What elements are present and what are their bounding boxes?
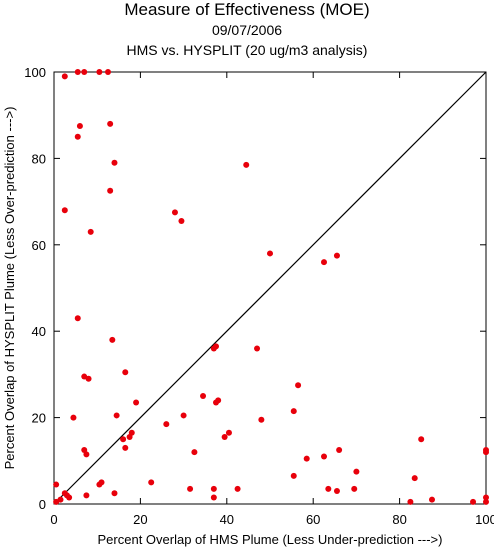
data-point bbox=[200, 393, 207, 399]
data-point bbox=[243, 161, 250, 168]
data-point bbox=[111, 159, 118, 166]
data-point bbox=[70, 414, 77, 421]
data-point bbox=[411, 475, 418, 482]
data-point bbox=[107, 187, 114, 194]
x-tick-label: 80 bbox=[392, 512, 406, 527]
data-point bbox=[83, 451, 90, 458]
x-tick-label: 60 bbox=[306, 512, 320, 527]
data-point bbox=[61, 207, 68, 214]
data-point bbox=[336, 447, 343, 453]
y-axis-label: Percent Overlap of HYSPLIT Plume (Less O… bbox=[2, 107, 17, 470]
data-point bbox=[210, 485, 217, 492]
data-point bbox=[333, 488, 340, 495]
data-point bbox=[81, 69, 88, 75]
data-point bbox=[470, 498, 477, 505]
data-point bbox=[210, 345, 217, 352]
y-tick-label: 80 bbox=[32, 151, 46, 166]
data-point bbox=[107, 120, 114, 127]
data-point bbox=[187, 485, 194, 492]
data-point bbox=[105, 69, 111, 75]
data-point bbox=[483, 449, 489, 456]
data-point bbox=[234, 485, 241, 492]
data-point bbox=[61, 73, 68, 80]
data-point bbox=[418, 436, 425, 443]
data-point bbox=[87, 228, 94, 235]
data-point bbox=[122, 369, 129, 376]
data-point bbox=[254, 345, 261, 352]
y-tick-label: 60 bbox=[32, 238, 46, 253]
data-points bbox=[53, 69, 489, 505]
data-point bbox=[407, 498, 414, 505]
data-point bbox=[483, 494, 489, 501]
data-point bbox=[258, 416, 265, 423]
data-point bbox=[76, 123, 83, 129]
data-point bbox=[333, 252, 340, 259]
data-point bbox=[96, 481, 103, 488]
data-point bbox=[303, 455, 310, 462]
x-axis: 0 20 40 60 80 100 bbox=[50, 72, 494, 527]
data-point bbox=[351, 485, 358, 492]
y-axis: 0 20 40 60 80 100 bbox=[24, 65, 486, 512]
data-point bbox=[325, 485, 332, 492]
data-point bbox=[53, 481, 60, 488]
data-point bbox=[74, 133, 81, 140]
y-tick-label: 0 bbox=[39, 497, 46, 512]
data-point bbox=[171, 209, 178, 216]
data-point bbox=[111, 490, 118, 497]
data-point bbox=[321, 259, 327, 266]
data-point bbox=[133, 399, 140, 406]
y-tick-label: 40 bbox=[32, 324, 46, 339]
chart-date: 09/07/2006 bbox=[211, 22, 283, 38]
x-tick-label: 40 bbox=[220, 512, 234, 527]
data-point bbox=[180, 412, 187, 419]
x-axis-label: Percent Overlap of HMS Plume (Less Under… bbox=[98, 532, 443, 547]
data-point bbox=[267, 250, 273, 257]
data-point bbox=[96, 69, 103, 75]
data-point bbox=[53, 498, 60, 505]
data-point bbox=[122, 444, 129, 451]
data-point bbox=[178, 218, 185, 225]
data-point bbox=[321, 453, 327, 460]
data-point bbox=[74, 69, 81, 75]
data-point bbox=[163, 421, 170, 428]
data-point bbox=[109, 336, 116, 343]
y-tick-label: 100 bbox=[24, 65, 46, 80]
data-point bbox=[221, 434, 228, 441]
x-tick-label: 100 bbox=[475, 512, 494, 527]
data-point bbox=[83, 492, 90, 499]
data-point bbox=[191, 449, 198, 456]
data-point bbox=[113, 412, 120, 419]
data-point bbox=[63, 492, 70, 499]
chart-title: Measure of Effectiveness (MOE) bbox=[124, 0, 370, 19]
data-point bbox=[126, 434, 133, 441]
data-point bbox=[120, 436, 127, 443]
data-point bbox=[483, 498, 489, 505]
diagonal-reference-line bbox=[53, 71, 487, 505]
data-point bbox=[225, 429, 232, 436]
data-point bbox=[210, 494, 217, 501]
data-point bbox=[213, 399, 219, 406]
data-point bbox=[85, 375, 92, 382]
chart-subtitle: HMS vs. HYSPLIT (20 ug/m3 analysis) bbox=[126, 42, 368, 58]
data-point bbox=[290, 472, 297, 479]
data-point bbox=[290, 408, 297, 415]
x-tick-label: 0 bbox=[50, 512, 57, 527]
data-point bbox=[429, 496, 435, 503]
data-point bbox=[353, 468, 360, 475]
x-tick-label: 20 bbox=[133, 512, 147, 527]
plot-area bbox=[53, 71, 487, 505]
data-point bbox=[74, 315, 81, 322]
data-point bbox=[148, 479, 155, 486]
y-tick-label: 20 bbox=[32, 411, 46, 426]
data-point bbox=[295, 382, 302, 389]
